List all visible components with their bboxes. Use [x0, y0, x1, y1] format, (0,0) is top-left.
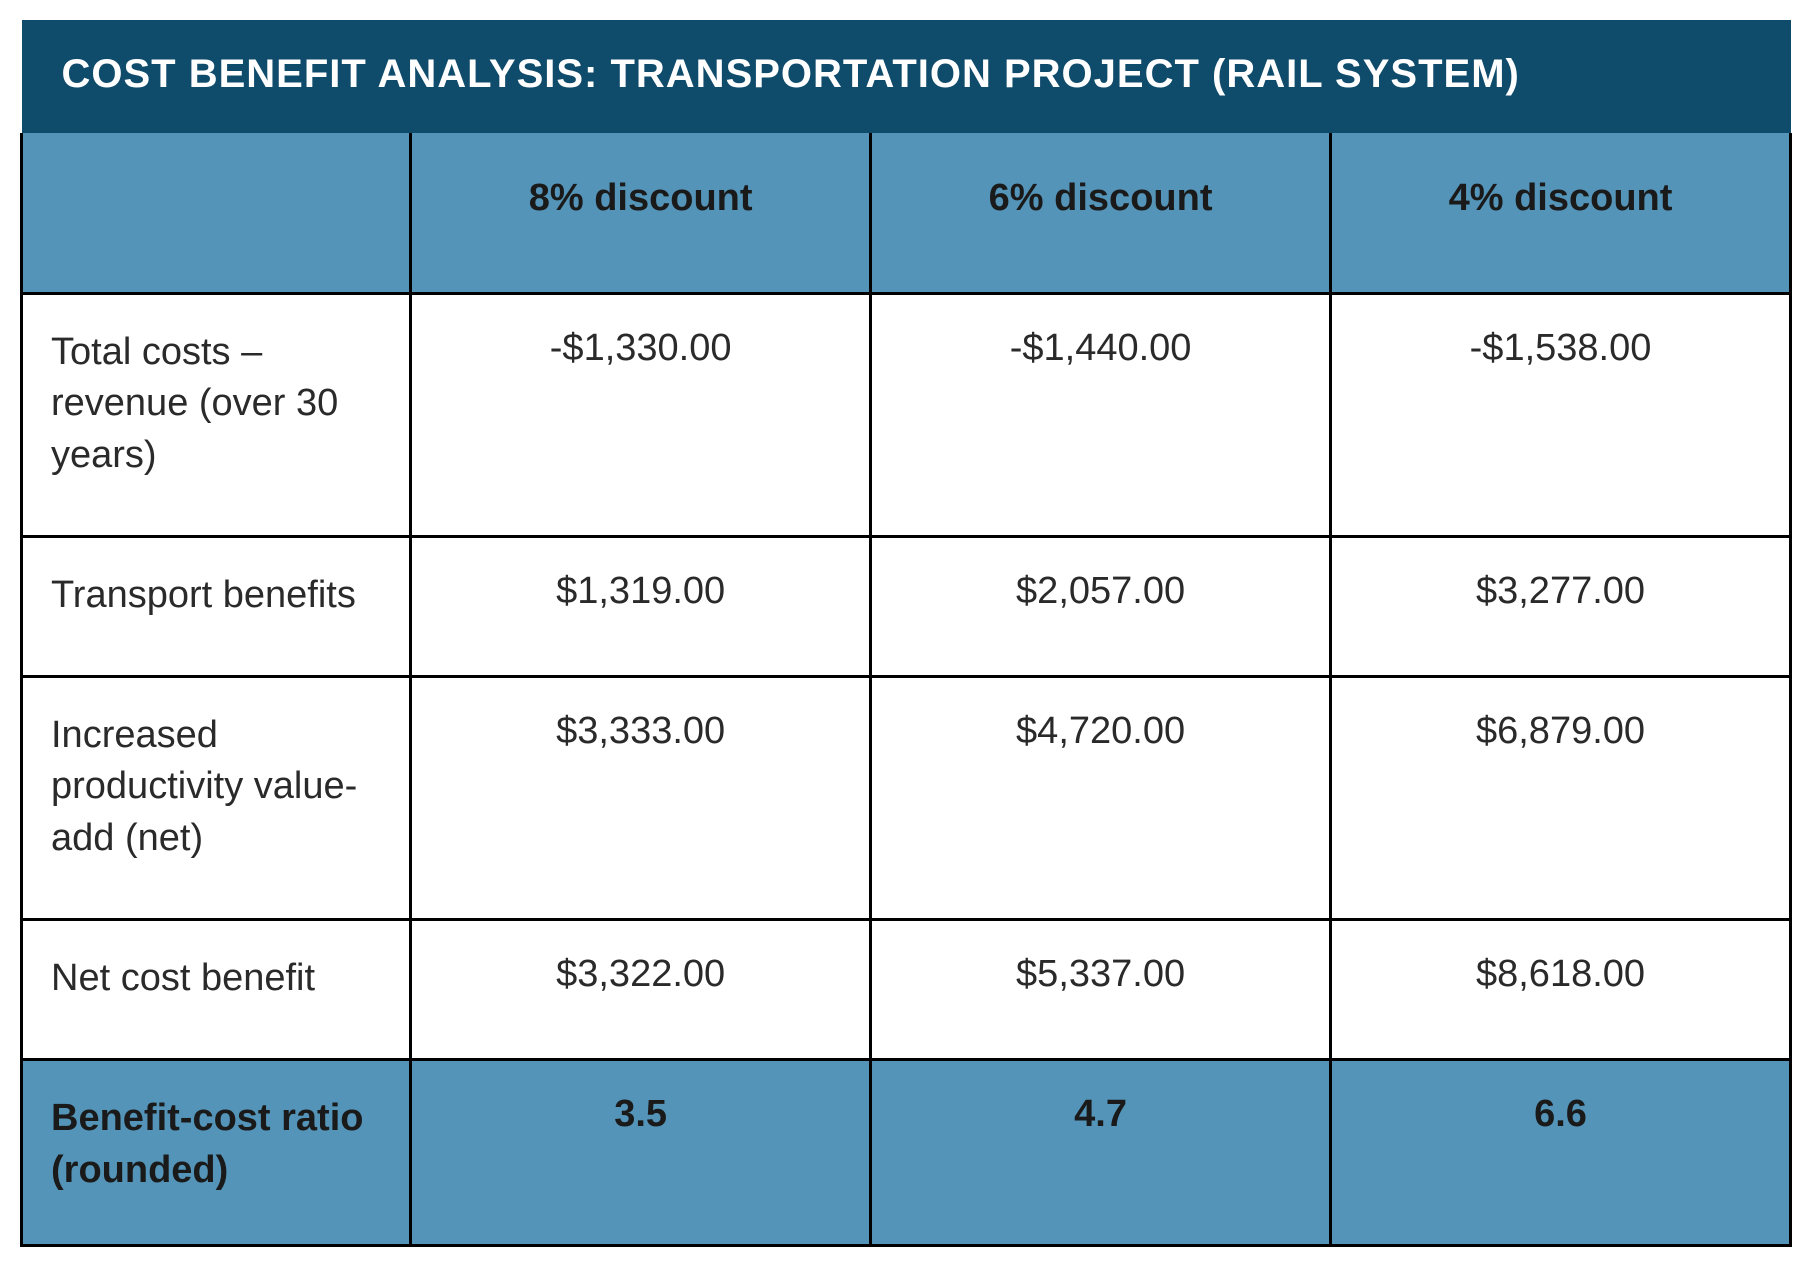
row-label-net-cost-benefit: Net cost benefit [22, 920, 411, 1060]
table-row: Total costs – revenue (over 30 years) -$… [22, 294, 1791, 537]
cell-value: 3.5 [411, 1060, 871, 1246]
table-row-ratio: Benefit-cost ratio (rounded) 3.5 4.7 6.6 [22, 1060, 1791, 1246]
cell-value: $1,319.00 [411, 536, 871, 676]
column-header-8pct: 8% discount [411, 133, 871, 294]
row-label-transport-benefits: Transport benefits [22, 536, 411, 676]
row-label-total-costs: Total costs – revenue (over 30 years) [22, 294, 411, 537]
cell-value: $4,720.00 [871, 677, 1331, 920]
cell-value: $3,322.00 [411, 920, 871, 1060]
cell-value: $5,337.00 [871, 920, 1331, 1060]
row-label-productivity: Increased productivity value-add (net) [22, 677, 411, 920]
cost-benefit-table: COST BENEFIT ANALYSIS: TRANSPORTATION PR… [20, 20, 1792, 1247]
cell-value: -$1,330.00 [411, 294, 871, 537]
table-row: Net cost benefit $3,322.00 $5,337.00 $8,… [22, 920, 1791, 1060]
column-header-4pct: 4% discount [1331, 133, 1791, 294]
cell-value: $6,879.00 [1331, 677, 1791, 920]
cell-value: -$1,440.00 [871, 294, 1331, 537]
cell-value: 4.7 [871, 1060, 1331, 1246]
cost-benefit-table-container: COST BENEFIT ANALYSIS: TRANSPORTATION PR… [20, 20, 1792, 1247]
column-header-6pct: 6% discount [871, 133, 1331, 294]
table-title-row: COST BENEFIT ANALYSIS: TRANSPORTATION PR… [22, 20, 1791, 133]
table-title: COST BENEFIT ANALYSIS: TRANSPORTATION PR… [22, 20, 1791, 133]
cell-value: $3,277.00 [1331, 536, 1791, 676]
table-header-row: 8% discount 6% discount 4% discount [22, 133, 1791, 294]
cell-value: $8,618.00 [1331, 920, 1791, 1060]
cell-value: 6.6 [1331, 1060, 1791, 1246]
cell-value: -$1,538.00 [1331, 294, 1791, 537]
column-header-blank [22, 133, 411, 294]
cell-value: $2,057.00 [871, 536, 1331, 676]
cell-value: $3,333.00 [411, 677, 871, 920]
row-label-benefit-cost-ratio: Benefit-cost ratio (rounded) [22, 1060, 411, 1246]
table-row: Increased productivity value-add (net) $… [22, 677, 1791, 920]
table-row: Transport benefits $1,319.00 $2,057.00 $… [22, 536, 1791, 676]
